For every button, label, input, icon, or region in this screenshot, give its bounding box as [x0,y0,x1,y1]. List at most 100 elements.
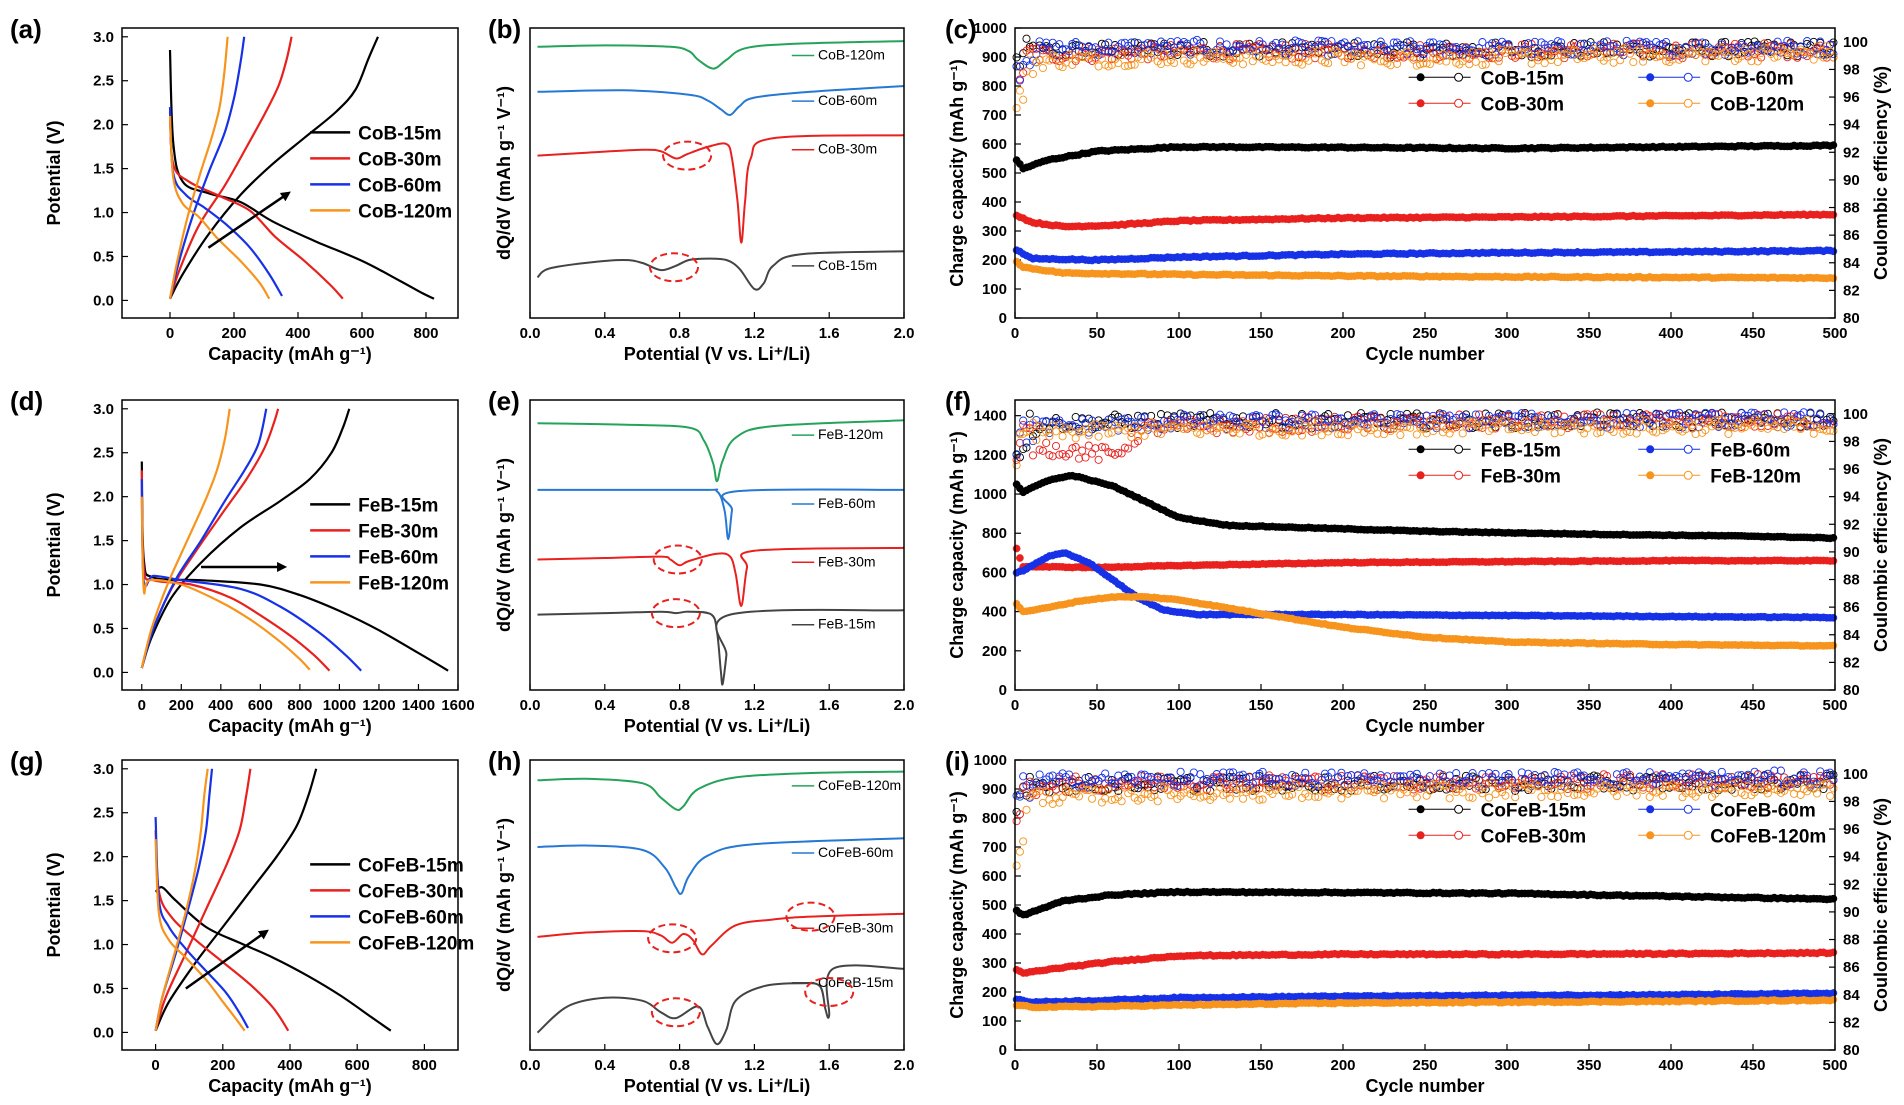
x-tick-label: 200 [210,1057,235,1074]
curve-label: CoFeB-120m [818,777,901,793]
x-tick-label: 250 [1412,1057,1437,1074]
ce-point [1691,39,1700,48]
x-tick-label: 600 [345,1057,370,1074]
ce-point [1101,46,1110,55]
curve-label: CoB-120m [818,47,885,63]
x-axis-label: Cycle number [1365,716,1484,736]
ce-point [1153,44,1162,53]
y-tick-label: 0.5 [93,620,114,637]
y-tick-label: 400 [982,604,1007,621]
y2-tick-label: 94 [1843,117,1860,134]
panel-g: (g)0 200 400 600 8000.00.51.01.52.02.53.0Cap… [10,746,474,1096]
ce-point [1028,451,1038,460]
x-tick-label: 0.8 [669,697,690,714]
ce-point [1583,50,1592,59]
y-tick-label: 300 [982,223,1007,240]
capacity-series-CoB-30m [1012,210,1838,231]
ce-point [1550,45,1559,54]
ce-point [1051,441,1061,451]
y-tick-label: 0.5 [93,248,114,265]
x-tick-label: 1400 [402,697,435,714]
curve-CoB-30m-discharge [168,111,344,300]
panel-label: (e) [488,386,520,416]
ce-point [1435,56,1444,65]
ce-point [1422,59,1431,68]
y2-axis-label: Coulombic efficiency (%) [1871,798,1891,1012]
y-axis-label: dQ/dV (mAh g⁻¹ V⁻¹) [494,458,514,632]
ce-point [1609,58,1618,67]
x-tick-label: 400 [277,1057,302,1074]
ce-point [1343,431,1352,440]
y-tick-label: 1000 [974,486,1007,503]
legend-label: CoB-120m [1710,94,1804,115]
y-tick-label: 0 [999,310,1007,327]
ce-point [1629,58,1638,67]
y-tick-label: 1000 [974,20,1007,37]
y2-tick-label: 84 [1843,255,1860,272]
capacity-series-CoB-120m [1012,257,1838,283]
x-tick-label: 450 [1740,697,1765,714]
ce-point [1314,47,1323,56]
x-tick-label: 0.4 [594,697,616,714]
legend-marker-open [1683,444,1693,454]
ce-point [1537,51,1546,60]
legend-marker-open [1683,470,1693,480]
ce-point [1304,56,1313,65]
ce-point [1337,51,1346,60]
ce-point [1343,411,1352,420]
ce-point [1488,39,1497,48]
ce-point [1012,53,1021,62]
ce-point [1288,43,1297,53]
ce-point [1504,40,1513,49]
ce-point [1078,446,1087,455]
ce-point [1117,51,1126,60]
ce-point [1717,40,1726,49]
ce-point [1281,58,1290,67]
y-tick-label: 0.5 [93,980,114,997]
y-tick-label: 800 [982,78,1007,95]
curve-CoFeB-15m-charge [154,768,318,1032]
legend-label: CoB-15m [358,123,441,144]
capacity-point [1829,274,1838,283]
legend-marker-filled [1646,73,1655,82]
ce-point [1028,69,1038,79]
ce-point [1127,433,1136,442]
curve-FeB-30m-discharge [140,470,331,672]
legend-marker-filled [1646,471,1655,480]
ce-point [1773,37,1782,46]
ce-point [1232,41,1241,50]
ce-point [1051,50,1061,60]
y2-tick-label: 100 [1843,406,1868,423]
y2-tick-label: 80 [1843,1042,1860,1059]
ce-point [1520,48,1530,57]
ce-point [1655,41,1664,50]
x-tick-label: 350 [1576,697,1601,714]
legend-marker-filled [1416,471,1425,480]
y2-tick-label: 86 [1843,599,1860,616]
y-tick-label: 2.0 [93,117,114,134]
y2-tick-label: 82 [1843,282,1860,299]
capacity-series-CoB-15m [1012,141,1838,173]
curve-CoFeB-120m-charge [154,768,209,1031]
ce-point [1396,430,1405,440]
ce-point [1416,60,1425,69]
ce-point [1015,86,1024,95]
highlight-ellipse [647,923,698,954]
ce-point [1412,430,1421,439]
ce-point [1494,57,1503,66]
ce-point [1419,59,1428,68]
x-tick-label: 0 [151,1057,159,1074]
ce-point [1143,39,1152,48]
ce-point [1602,37,1612,46]
x-tick-label: 350 [1576,1057,1601,1074]
plot-frame [121,27,459,319]
ce-point [1504,46,1513,55]
x-tick-label: 300 [1494,325,1519,342]
ce-point [1701,57,1710,66]
y2-tick-label: 92 [1843,876,1860,893]
x-tick-label: 500 [1822,1057,1847,1074]
plot-frame [529,399,905,691]
ce-point [1215,37,1225,46]
ce-point [1616,56,1625,65]
